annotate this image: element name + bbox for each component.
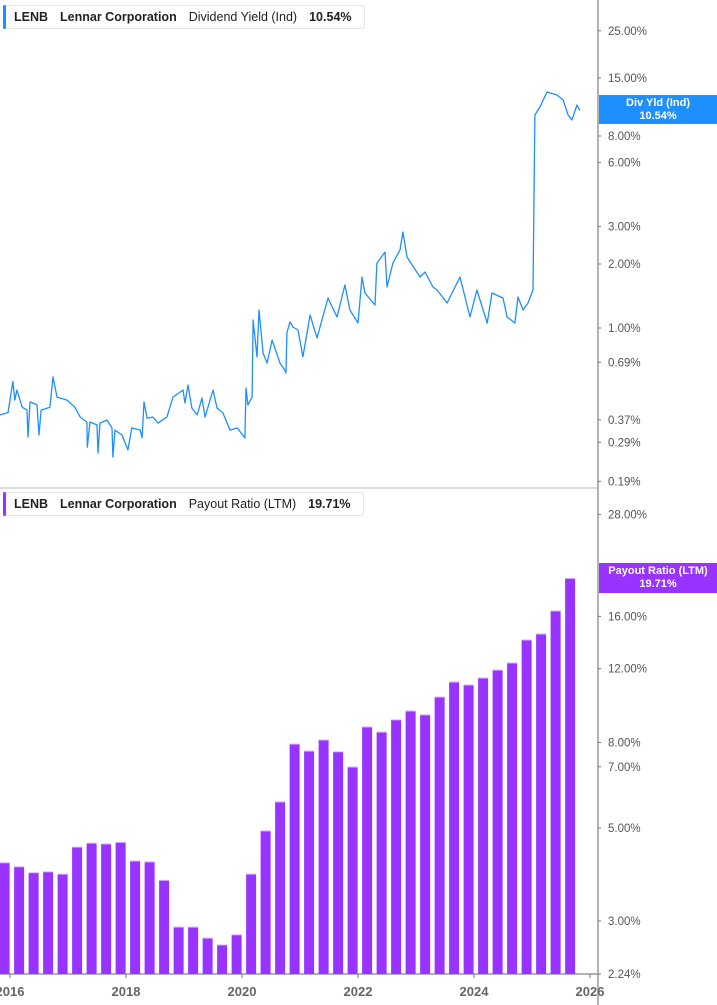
payout-ratio-bar	[231, 934, 242, 974]
tag-value: 10.54%	[639, 110, 677, 122]
x-tick-label: 2018	[112, 984, 141, 999]
y-tick-label: 2.24%	[608, 969, 641, 981]
payout-ratio-bar	[101, 843, 112, 974]
payout-ratio-bar	[376, 732, 387, 974]
tag-value: 19.71%	[639, 578, 677, 590]
payout-ratio-bar	[159, 880, 170, 974]
x-tick-label: 2020	[228, 984, 257, 999]
legend-company: Lennar Corporation	[60, 10, 177, 24]
payout-ratio-bar	[57, 874, 68, 974]
dividend-yield-line	[0, 91, 581, 458]
payout-ratio-price-tag: Payout Ratio (LTM) 19.71%	[599, 563, 717, 593]
payout-ratio-bar	[565, 578, 576, 974]
payout-ratio-bar	[130, 861, 141, 974]
payout-ratio-bar	[188, 927, 199, 974]
top-legend: LENB Lennar Corporation Dividend Yield (…	[3, 5, 365, 29]
y-tick-label: 1.00%	[608, 323, 641, 335]
y-tick-label: 5.00%	[608, 823, 641, 835]
payout-ratio-bar	[14, 866, 25, 974]
payout-ratio-bar	[202, 938, 213, 974]
payout-ratio-bar	[347, 767, 358, 974]
y-tick-label: 28.00%	[608, 510, 647, 522]
payout-ratio-bar	[86, 843, 97, 974]
legend-value: 10.54%	[309, 10, 352, 24]
dividend-yield-price-tag: Div Yld (Ind) 10.54%	[599, 95, 717, 124]
x-tick-label: 2016	[0, 984, 24, 999]
payout-ratio-bar	[28, 872, 39, 974]
payout-ratio-bar	[449, 682, 460, 974]
series-color-marker	[3, 492, 6, 516]
payout-ratio-bar	[144, 861, 155, 974]
y-tick-label: 25.00%	[608, 26, 647, 38]
payout-ratio-bar	[43, 871, 54, 974]
y-tick-label: 3.00%	[608, 222, 641, 234]
payout-ratio-bar	[304, 751, 315, 974]
y-tick-label: 3.00%	[608, 916, 641, 928]
y-tick-label: 7.00%	[608, 762, 641, 774]
legend-metric: Payout Ratio (LTM)	[188, 497, 297, 511]
tag-label: Payout Ratio (LTM)	[608, 565, 708, 577]
x-tick-label: 2024	[460, 984, 490, 999]
payout-ratio-bar	[550, 610, 561, 974]
payout-ratio-bar	[434, 697, 445, 974]
legend-company: Lennar Corporation	[60, 497, 177, 511]
payout-ratio-bar	[521, 639, 532, 974]
tag-label: Div Yld (Ind)	[626, 97, 690, 109]
x-tick-label: 2026	[576, 984, 605, 999]
y-tick-label: 12.00%	[608, 664, 647, 676]
legend-ticker: LENB	[14, 497, 49, 511]
y-tick-label: 0.37%	[608, 415, 641, 427]
payout-ratio-bar	[173, 927, 184, 974]
payout-ratio-bar	[0, 862, 10, 974]
y-tick-label: 8.00%	[608, 737, 641, 749]
y-tick-label: 0.69%	[608, 357, 641, 369]
payout-ratio-bar	[405, 711, 416, 974]
legend-ticker: LENB	[14, 10, 49, 24]
payout-ratio-bar	[333, 751, 344, 974]
payout-ratio-bar	[391, 719, 402, 974]
payout-ratio-bar	[115, 842, 126, 974]
legend-metric: Dividend Yield (Ind)	[188, 10, 298, 24]
payout-ratio-bar	[72, 847, 83, 974]
y-tick-label: 6.00%	[608, 158, 641, 170]
series-color-marker	[3, 5, 6, 29]
y-tick-label: 0.19%	[608, 476, 641, 488]
payout-ratio-bar	[478, 678, 489, 974]
y-tick-label: 15.00%	[608, 73, 647, 85]
y-tick-label: 2.00%	[608, 259, 641, 271]
payout-ratio-bar	[420, 714, 431, 974]
payout-ratio-bar	[507, 663, 518, 974]
payout-ratio-bar	[275, 801, 286, 974]
x-tick-label: 2022	[344, 984, 373, 999]
payout-ratio-bar	[260, 830, 271, 974]
payout-ratio-bar	[463, 685, 474, 974]
payout-ratio-bar	[217, 944, 228, 974]
legend-value: 19.71%	[308, 497, 351, 511]
y-tick-label: 16.00%	[608, 611, 647, 623]
payout-ratio-bar	[362, 727, 373, 974]
payout-ratio-bar	[492, 670, 503, 974]
payout-ratio-bar	[289, 744, 300, 974]
y-tick-label: 8.00%	[608, 131, 641, 143]
payout-ratio-bar	[318, 739, 329, 974]
y-tick-label: 0.29%	[608, 437, 641, 449]
payout-ratio-bar	[536, 634, 547, 974]
bottom-legend: LENB Lennar Corporation Payout Ratio (LT…	[3, 492, 364, 516]
payout-ratio-bar	[246, 874, 257, 974]
